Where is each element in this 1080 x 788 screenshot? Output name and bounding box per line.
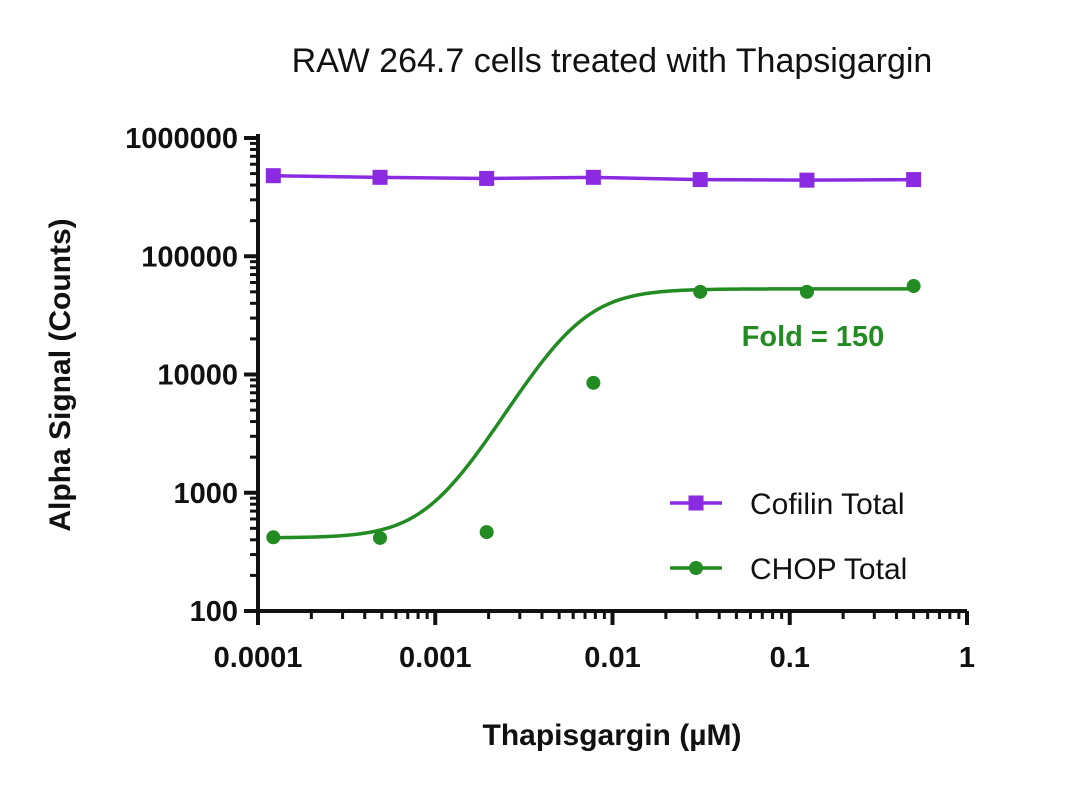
series-curves	[273, 173, 914, 540]
legend-marker-square	[688, 495, 704, 511]
y-tick-label: 1000	[173, 478, 238, 510]
series-markers	[265, 168, 922, 545]
y-tick-label: 100000	[141, 241, 238, 273]
data-point-circle	[693, 284, 708, 299]
data-point-square	[585, 169, 601, 185]
x-tick-label: 0.1	[770, 642, 810, 674]
legend-label: Cofilin Total	[750, 488, 905, 521]
x-tick-label: 0.001	[399, 642, 472, 674]
x-tick-label: 0.01	[584, 642, 640, 674]
y-tick-label: 10000	[157, 360, 238, 392]
data-point-square	[692, 172, 708, 188]
data-point-circle	[586, 375, 601, 390]
legend-label: CHOP Total	[750, 553, 907, 586]
data-point-square	[479, 170, 495, 186]
data-point-circle	[799, 284, 814, 299]
legend-marker-circle	[689, 561, 703, 575]
data-point-square	[799, 172, 815, 188]
data-point-circle	[266, 530, 281, 545]
x-tick-label: 0.0001	[214, 642, 303, 674]
legend: Cofilin Total CHOP Total	[670, 488, 907, 586]
data-point-circle	[479, 525, 494, 540]
x-tick-label: 1	[959, 642, 975, 674]
y-axis-label: Alpha Signal (Counts)	[44, 218, 77, 531]
y-tick-label: 100	[190, 596, 238, 628]
data-point-square	[372, 169, 388, 185]
fold-annotation: Fold = 150	[742, 321, 885, 353]
x-axis-label: Thapisgargin (µM)	[483, 719, 742, 752]
data-point-square	[265, 168, 281, 184]
chart-title: RAW 264.7 cells treated with Thapsigargi…	[292, 42, 933, 80]
y-tick-label: 1000000	[125, 123, 238, 155]
data-point-square	[906, 172, 922, 188]
axes: 100 1000 10000 100000 1000000 0.0001 0.001 0.01…	[125, 123, 975, 674]
data-point-circle	[373, 530, 388, 545]
data-point-circle	[906, 279, 921, 294]
